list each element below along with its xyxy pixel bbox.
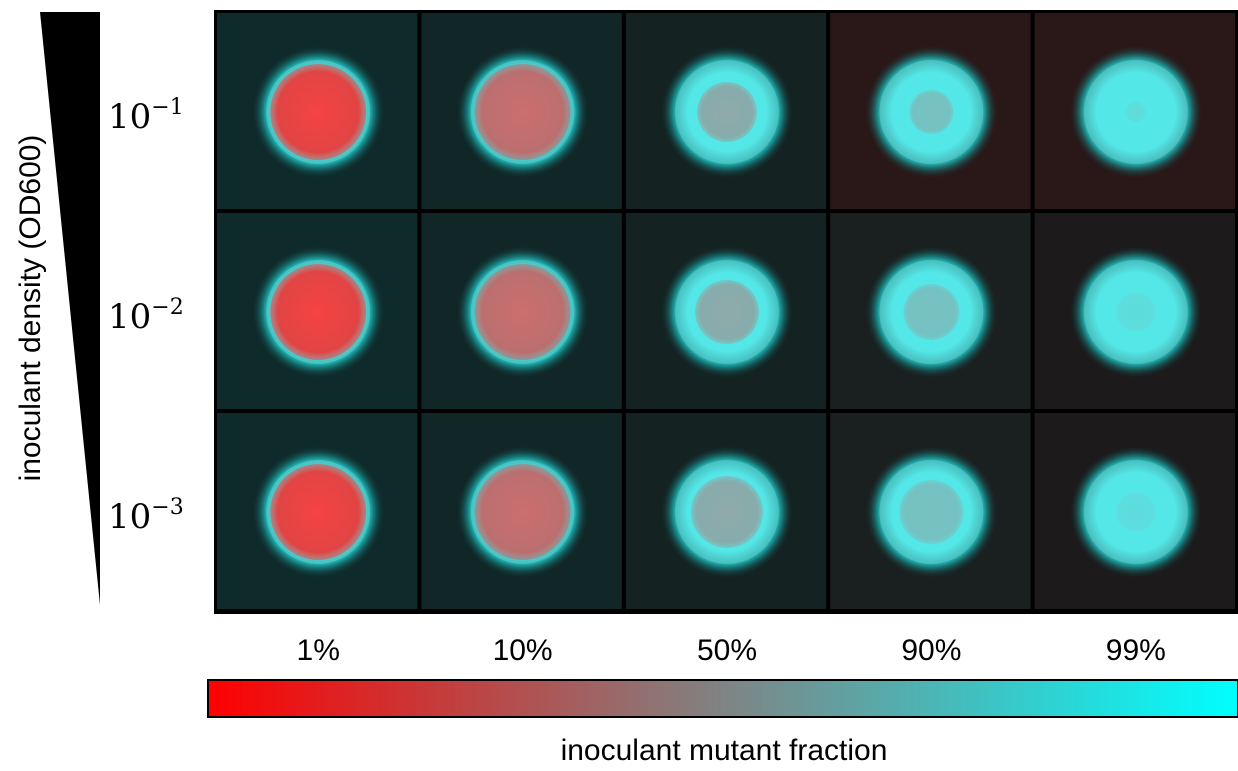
row-label-exponent: −3 <box>151 495 183 520</box>
row-label-base: 10 <box>108 297 151 337</box>
colorbar <box>208 680 1238 717</box>
row-label: 10−1 <box>108 95 184 137</box>
colony-mutant <box>270 264 366 360</box>
colony-mutant <box>903 284 959 340</box>
column-label: 90% <box>901 634 961 667</box>
y-axis-label: inoculant density (OD600) <box>14 135 47 482</box>
colony-mutant <box>475 64 571 160</box>
colony-mutant <box>697 82 757 142</box>
column-label: 10% <box>493 634 553 667</box>
colorbar-label: inoculant mutant fraction <box>561 734 888 767</box>
row-label-base: 10 <box>108 497 151 537</box>
row-label: 10−2 <box>108 295 184 337</box>
colony-mutant <box>899 480 963 544</box>
row-label-base: 10 <box>108 97 151 137</box>
density-wedge <box>40 12 100 605</box>
colony-mutant <box>909 90 953 134</box>
column-label: 99% <box>1106 634 1166 667</box>
column-label: 50% <box>697 634 757 667</box>
row-label: 10−3 <box>108 495 184 537</box>
colony-mutant <box>1116 492 1156 532</box>
colony-mutant <box>475 464 571 560</box>
colony-mutant <box>270 64 366 160</box>
colony-mutant <box>691 476 763 548</box>
figure: inoculant density (OD600) inoculant muta… <box>0 0 1238 771</box>
colony-mutant <box>270 464 366 560</box>
row-label-exponent: −1 <box>151 95 183 120</box>
colony-mutant <box>475 264 571 360</box>
colony-mutant <box>1126 102 1146 122</box>
column-label: 1% <box>297 634 340 667</box>
colony-mutant <box>1116 292 1156 332</box>
colony-mutant <box>695 280 759 344</box>
row-label-exponent: −2 <box>151 295 183 320</box>
